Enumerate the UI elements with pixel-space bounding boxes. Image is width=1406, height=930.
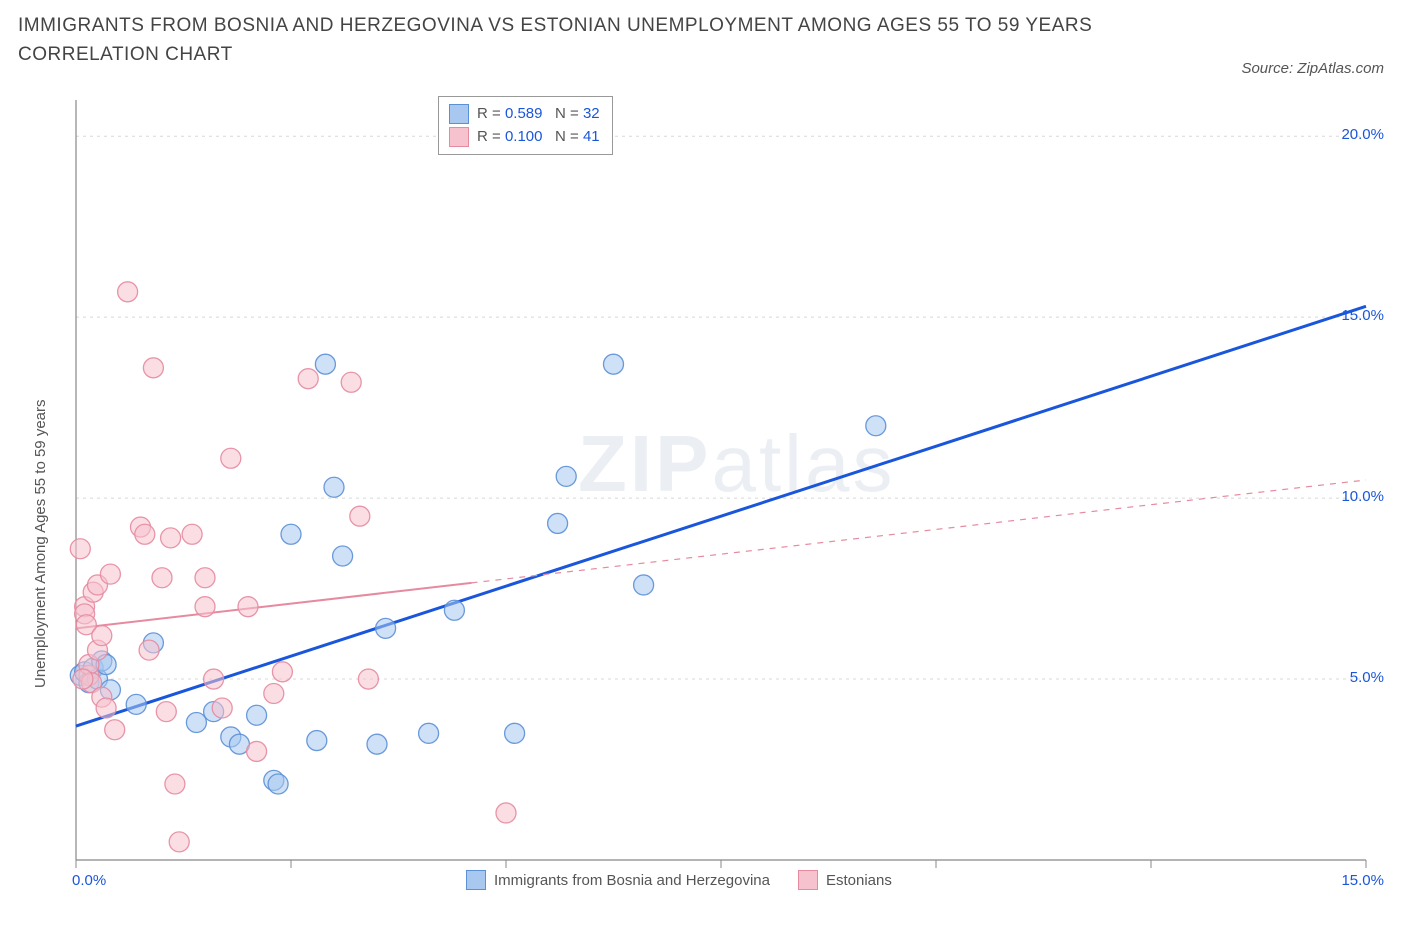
chart-title: IMMIGRANTS FROM BOSNIA AND HERZEGOVINA V… (18, 12, 1138, 69)
y-tick-label: 5.0% (1350, 669, 1384, 686)
y-tick-label: 15.0% (1341, 307, 1384, 324)
y-tick-label: 20.0% (1341, 126, 1384, 143)
legend-swatch (449, 104, 469, 124)
legend-swatch (466, 870, 486, 890)
scatter-plot (18, 88, 1376, 880)
x-tick-label: 0.0% (72, 872, 106, 889)
correlation-legend: R = 0.589 N = 32R = 0.100 N = 41 (438, 96, 613, 155)
x-tick-label: 15.0% (1341, 872, 1384, 889)
chart-container: Unemployment Among Ages 55 to 59 years Z… (18, 88, 1388, 916)
legend-row: R = 0.100 N = 41 (449, 126, 600, 149)
legend-text: R = 0.100 N = 41 (477, 126, 600, 149)
source-text: Source: ZipAtlas.com (1241, 60, 1384, 77)
legend-text: R = 0.589 N = 32 (477, 103, 600, 126)
series-legend: Immigrants from Bosnia and Herzegovina Es… (466, 870, 892, 890)
legend-item: Immigrants from Bosnia and Herzegovina (466, 870, 770, 890)
legend-row: R = 0.589 N = 32 (449, 103, 600, 126)
legend-swatch (798, 870, 818, 890)
legend-label: Immigrants from Bosnia and Herzegovina (494, 872, 770, 889)
legend-swatch (449, 127, 469, 147)
legend-item: Estonians (798, 870, 892, 890)
y-tick-label: 10.0% (1341, 488, 1384, 505)
legend-label: Estonians (826, 872, 892, 889)
